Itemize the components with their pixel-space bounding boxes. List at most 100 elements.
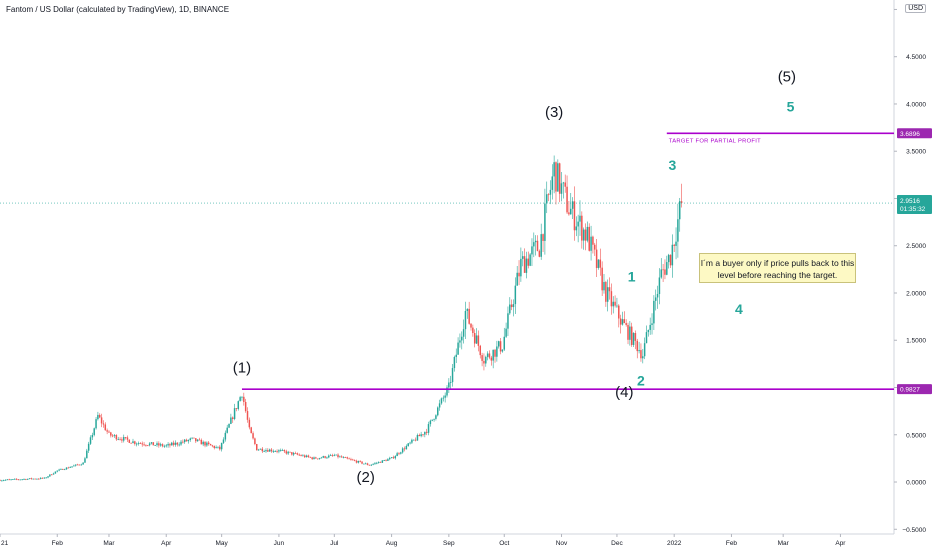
candle-body bbox=[581, 215, 583, 241]
candle-body bbox=[468, 308, 470, 324]
candle-body bbox=[52, 473, 55, 475]
candle-body bbox=[496, 346, 498, 357]
candle-body bbox=[222, 439, 225, 443]
candle-body bbox=[573, 201, 576, 231]
candle-body bbox=[241, 396, 243, 398]
candle-body bbox=[488, 353, 491, 358]
candle-body bbox=[499, 341, 502, 352]
candle-body bbox=[243, 396, 245, 402]
candle-body bbox=[159, 444, 162, 446]
candle-body bbox=[619, 318, 622, 325]
candle-body bbox=[93, 428, 95, 435]
level-price-label: 0.9827 bbox=[900, 387, 920, 394]
candle-body bbox=[363, 463, 365, 465]
candle-body bbox=[38, 478, 40, 480]
x-tick-label: Feb bbox=[726, 540, 738, 547]
candle-body bbox=[132, 441, 134, 444]
candle-body bbox=[252, 433, 254, 439]
candle-body bbox=[492, 349, 494, 361]
candle-body bbox=[654, 297, 657, 301]
candle-body bbox=[62, 468, 64, 470]
candle-body bbox=[531, 246, 533, 255]
annotation-note[interactable]: I´m a buyer only if price pulls back to … bbox=[699, 253, 856, 283]
wave-label: (5) bbox=[778, 68, 796, 85]
candle-body bbox=[534, 240, 537, 243]
candle-body bbox=[610, 291, 613, 307]
candle-body bbox=[497, 341, 500, 347]
candle-body bbox=[296, 453, 299, 455]
candle-body bbox=[283, 450, 286, 452]
candle-body bbox=[235, 408, 238, 409]
candle-body bbox=[379, 461, 382, 463]
candle-body bbox=[250, 427, 252, 434]
candle-body bbox=[536, 240, 539, 251]
candle-body bbox=[215, 447, 217, 449]
candle-body bbox=[485, 356, 487, 364]
candle-body bbox=[377, 461, 380, 463]
candle-body bbox=[586, 226, 589, 241]
candle-body bbox=[390, 457, 393, 459]
candle-body bbox=[584, 229, 587, 241]
candle-body bbox=[612, 301, 614, 307]
level-price-badge[interactable] bbox=[897, 384, 932, 395]
candle-body bbox=[298, 454, 300, 456]
candle-body bbox=[187, 440, 190, 442]
candle-body bbox=[376, 462, 378, 464]
candle-body bbox=[45, 477, 47, 479]
candle-body bbox=[405, 445, 408, 450]
candle-body bbox=[352, 459, 354, 461]
candle-body bbox=[357, 460, 360, 463]
candle-body bbox=[364, 463, 367, 465]
candle-body bbox=[307, 455, 310, 457]
candle-body bbox=[182, 441, 184, 443]
candle-body bbox=[195, 438, 197, 442]
candle-body bbox=[344, 457, 347, 459]
candle-body bbox=[119, 438, 121, 440]
candle-body bbox=[616, 305, 618, 307]
candle-body bbox=[664, 269, 666, 275]
last-price-badge[interactable] bbox=[897, 195, 932, 215]
level-price-badge[interactable] bbox=[897, 128, 932, 139]
candle-body bbox=[25, 479, 27, 480]
candle-body bbox=[350, 459, 352, 460]
candle-body bbox=[328, 455, 330, 458]
candle-body bbox=[342, 457, 345, 459]
candle-body bbox=[627, 324, 629, 340]
candle-body bbox=[509, 304, 511, 314]
candle-body bbox=[106, 430, 108, 432]
candle-body bbox=[503, 336, 506, 350]
candle-body bbox=[76, 464, 79, 466]
candle-body bbox=[315, 457, 317, 459]
candle-body bbox=[145, 444, 147, 446]
candle-body bbox=[538, 250, 541, 257]
candle-body bbox=[671, 244, 674, 266]
candle-body bbox=[180, 441, 182, 445]
x-tick-label: Apr bbox=[835, 540, 846, 547]
x-tick-label: Aug bbox=[386, 540, 398, 547]
candle-body bbox=[394, 456, 397, 459]
candle-body bbox=[313, 457, 315, 460]
candle-body bbox=[71, 466, 73, 468]
candle-body bbox=[209, 444, 212, 446]
candle-body bbox=[606, 287, 609, 302]
candle-body bbox=[642, 356, 644, 359]
candle-body bbox=[442, 397, 445, 399]
candle-body bbox=[507, 313, 509, 329]
candle-body bbox=[398, 453, 400, 455]
candle-body bbox=[183, 439, 186, 443]
candle-body bbox=[355, 460, 358, 463]
candle-body bbox=[169, 444, 171, 446]
candle-body bbox=[163, 445, 166, 447]
candle-body bbox=[370, 464, 373, 466]
candle-body bbox=[139, 443, 142, 444]
candle-body bbox=[292, 453, 295, 455]
candle-body bbox=[134, 441, 136, 444]
currency-badge[interactable]: USD bbox=[905, 4, 926, 13]
candle-body bbox=[414, 439, 417, 441]
candle-body bbox=[337, 454, 339, 458]
candle-body bbox=[128, 439, 131, 443]
candle-body bbox=[595, 249, 598, 268]
candle-body bbox=[660, 269, 663, 278]
